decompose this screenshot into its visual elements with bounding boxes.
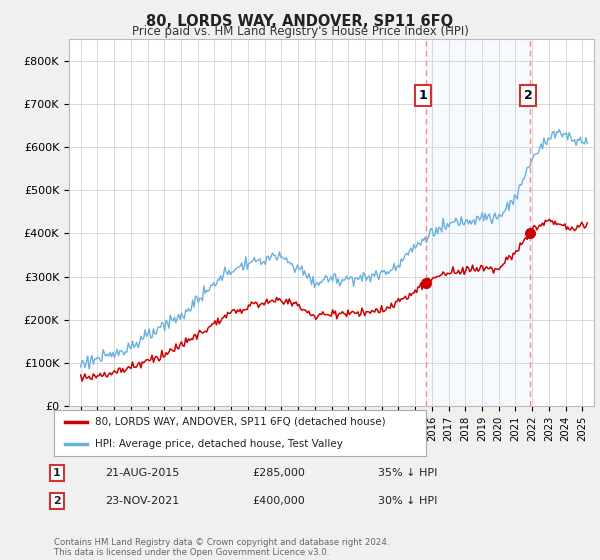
Text: £285,000: £285,000 [252,468,305,478]
Text: 80, LORDS WAY, ANDOVER, SP11 6FQ (detached house): 80, LORDS WAY, ANDOVER, SP11 6FQ (detach… [95,417,386,427]
Bar [425,39,530,406]
Text: 80, LORDS WAY, ANDOVER, SP11 6FQ: 80, LORDS WAY, ANDOVER, SP11 6FQ [146,14,454,29]
Text: 21-AUG-2015: 21-AUG-2015 [105,468,179,478]
Text: Contains HM Land Registry data © Crown copyright and database right 2024.
This d: Contains HM Land Registry data © Crown c… [54,538,389,557]
Text: 23-NOV-2021: 23-NOV-2021 [105,496,179,506]
Text: HPI: Average price, detached house, Test Valley: HPI: Average price, detached house, Test… [95,438,343,449]
Text: 30% ↓ HPI: 30% ↓ HPI [378,496,437,506]
Text: 1: 1 [53,468,61,478]
Text: 35% ↓ HPI: 35% ↓ HPI [378,468,437,478]
Text: £400,000: £400,000 [252,496,305,506]
Text: Price paid vs. HM Land Registry's House Price Index (HPI): Price paid vs. HM Land Registry's House … [131,25,469,38]
Text: 2: 2 [53,496,61,506]
Text: 1: 1 [419,89,427,102]
Text: 2: 2 [524,89,532,102]
